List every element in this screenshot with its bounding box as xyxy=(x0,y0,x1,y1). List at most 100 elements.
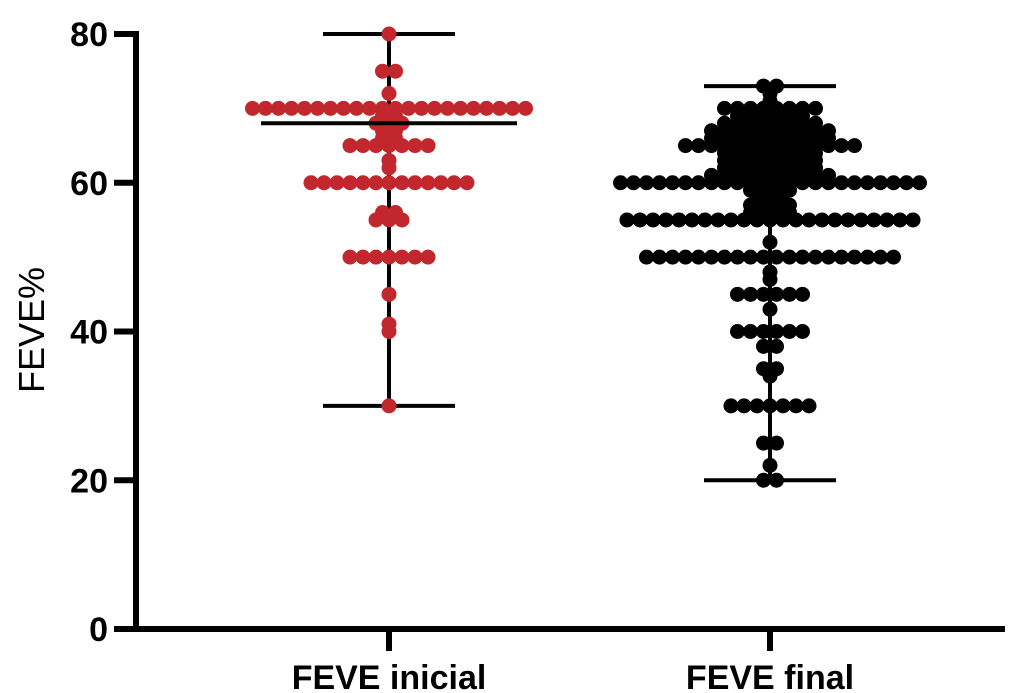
data-point xyxy=(518,100,533,116)
category-label: FEVE final xyxy=(686,659,854,693)
data-point xyxy=(795,249,810,265)
data-point xyxy=(827,212,843,228)
data-point xyxy=(860,249,875,265)
data-point xyxy=(704,249,719,265)
data-point xyxy=(446,175,462,191)
data-point xyxy=(297,100,312,116)
data-point xyxy=(381,152,397,168)
data-point xyxy=(336,100,351,116)
data-point xyxy=(736,398,752,414)
data-point xyxy=(381,316,397,332)
data-point xyxy=(840,212,856,228)
data-point xyxy=(427,100,442,116)
data-point xyxy=(632,212,648,228)
data-point xyxy=(717,249,732,265)
y-ticks: 0 20 40 60 80 xyxy=(70,16,136,649)
y-tick-label: 20 xyxy=(70,462,108,500)
data-point xyxy=(756,361,771,377)
data-point xyxy=(743,249,758,265)
data-point xyxy=(769,435,784,451)
data-point xyxy=(847,138,862,154)
data-point xyxy=(316,175,332,191)
data-point xyxy=(723,398,739,414)
data-point xyxy=(355,138,371,154)
data-point xyxy=(756,324,771,339)
data-point xyxy=(847,249,862,265)
data-point xyxy=(769,249,784,265)
data-point xyxy=(388,63,403,79)
data-point xyxy=(782,249,797,265)
data-point xyxy=(684,212,700,228)
category-label: FEVE inicial xyxy=(292,659,487,693)
data-point xyxy=(873,249,888,265)
y-tick-label: 0 xyxy=(89,611,108,649)
data-point xyxy=(723,212,739,228)
data-point xyxy=(271,100,286,116)
data-point xyxy=(801,212,817,228)
data-point xyxy=(730,324,745,339)
data-point xyxy=(678,138,693,154)
data-point xyxy=(762,264,778,280)
data-point xyxy=(853,212,869,228)
data-point xyxy=(756,249,771,265)
axes xyxy=(133,31,1005,632)
data-point xyxy=(808,115,823,131)
data-point xyxy=(671,212,687,228)
data-point xyxy=(401,100,416,116)
data-point xyxy=(697,212,713,228)
data-point xyxy=(381,26,397,42)
data-point xyxy=(886,249,901,265)
data-point xyxy=(440,100,455,116)
data-point xyxy=(466,100,481,116)
data-point xyxy=(375,63,390,79)
y-tick-label: 80 xyxy=(70,16,108,54)
data-point xyxy=(492,100,507,116)
data-point xyxy=(381,286,397,302)
y-tick-label: 60 xyxy=(70,165,108,203)
data-point xyxy=(420,249,436,265)
data-point xyxy=(375,100,390,116)
data-point xyxy=(769,324,784,339)
data-point xyxy=(355,249,371,265)
data-point xyxy=(795,324,810,339)
data-point xyxy=(762,398,778,414)
data-point xyxy=(795,286,810,302)
data-point xyxy=(381,249,397,265)
data-point xyxy=(258,100,273,116)
data-points xyxy=(245,26,927,488)
data-point xyxy=(769,78,784,94)
data-point xyxy=(743,324,758,339)
data-point xyxy=(756,435,771,451)
data-point xyxy=(626,175,641,191)
data-point xyxy=(912,175,927,191)
data-point xyxy=(342,175,358,191)
data-point xyxy=(433,175,449,191)
data-point xyxy=(795,100,810,116)
data-point xyxy=(834,138,849,154)
data-point xyxy=(691,249,706,265)
data-point xyxy=(730,249,745,265)
data-point xyxy=(388,100,403,116)
data-point xyxy=(652,249,667,265)
data-point xyxy=(678,249,693,265)
data-point xyxy=(420,175,436,191)
data-point xyxy=(814,212,830,228)
data-point xyxy=(905,212,921,228)
data-point xyxy=(775,398,791,414)
data-point xyxy=(756,78,771,94)
data-point xyxy=(808,100,823,116)
data-point xyxy=(769,472,784,488)
data-point xyxy=(342,249,358,265)
data-point xyxy=(834,249,849,265)
data-point xyxy=(310,100,325,116)
data-point xyxy=(821,167,836,183)
data-point xyxy=(782,100,797,116)
data-point xyxy=(368,175,384,191)
data-point xyxy=(665,249,680,265)
data-point xyxy=(821,123,836,139)
data-point xyxy=(821,249,836,265)
data-point xyxy=(505,100,520,116)
data-point xyxy=(407,138,423,154)
y-axis-title: FEVE% xyxy=(11,267,52,393)
